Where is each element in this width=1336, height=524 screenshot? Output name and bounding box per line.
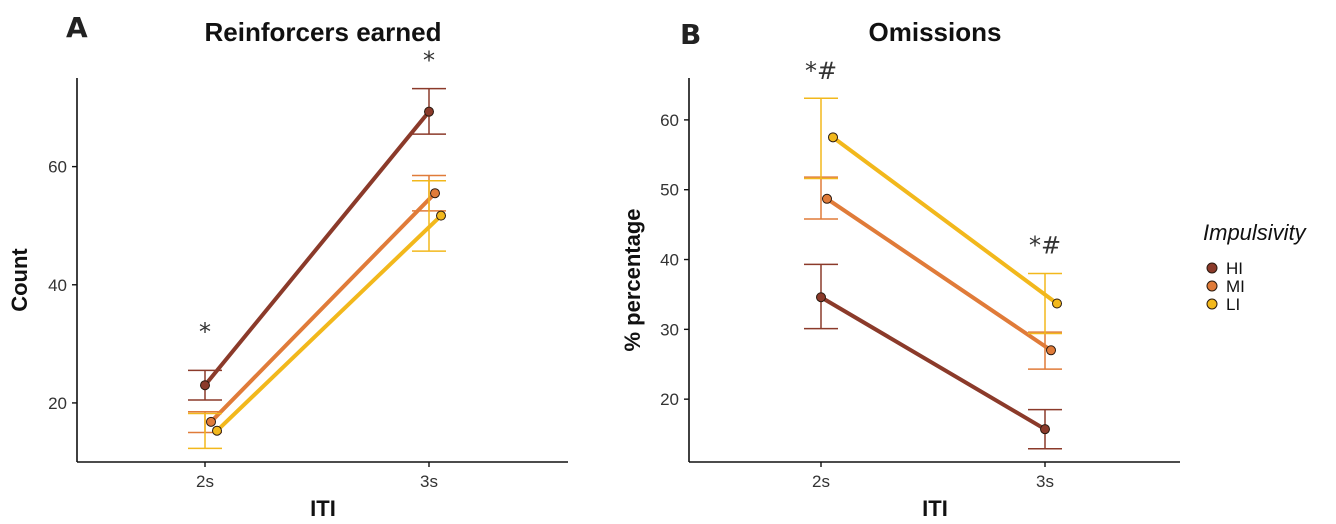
- panel-b-series-mi-point: [822, 193, 832, 204]
- panel-a-ytick-label: 20: [48, 394, 67, 413]
- panel-b-title: Omissions: [869, 17, 1002, 47]
- legend-label-li: LI: [1226, 295, 1240, 314]
- panel-b-significance-label: *#: [805, 57, 837, 85]
- panel-a-letter: A: [66, 11, 88, 44]
- panel-b-series-li-line: [831, 135, 1059, 306]
- panel-b-ytick-label: 60: [660, 111, 679, 130]
- panel-a-series-mi-line: [209, 191, 437, 424]
- panel-b-ytick-label: 30: [660, 320, 679, 339]
- panel-a-xlabel: ITI: [310, 496, 336, 521]
- panel-b-ylabel: % percentage: [620, 208, 645, 351]
- panel-a-series-hi-point: [200, 380, 210, 391]
- panel-a-plot: 20 40 60 2s 3s * *: [48, 46, 568, 491]
- panel-a-series-mi-point: [206, 416, 216, 427]
- panel-b-series-hi-point: [816, 292, 826, 303]
- legend-title: Impulsivity: [1203, 220, 1308, 245]
- panel-a-series-li-point: [436, 210, 446, 221]
- panel-a-series-hi-point: [424, 106, 434, 117]
- panel-a-ytick-label: 40: [48, 276, 67, 295]
- panel-b-xlabel: ITI: [922, 496, 948, 521]
- panel-b-significance-label: *#: [1029, 232, 1061, 260]
- panel-b-series-li-point: [828, 132, 838, 143]
- panel-a-series-li-line: [215, 213, 443, 433]
- panel-a-ylabel: Count: [7, 248, 32, 312]
- panel-b-series-hi-line: [819, 295, 1047, 432]
- legend-swatch-hi: [1206, 262, 1218, 274]
- panel-a-significance-label: *: [423, 46, 435, 74]
- panel-a-series-hi-line: [203, 109, 431, 388]
- panel-b-ytick-label: 50: [660, 181, 679, 200]
- panel-a-title: Reinforcers earned: [205, 17, 442, 47]
- panel-a-significance-label: *: [199, 318, 211, 346]
- panel-b-xtick-label: 2s: [812, 472, 830, 491]
- panel-a-series-li-point: [212, 425, 222, 436]
- legend-swatch-mi: [1206, 280, 1218, 292]
- panel-b-letter: B: [680, 18, 701, 51]
- panel-b-ytick-label: 40: [660, 251, 679, 270]
- panel-a-ytick-label: 60: [48, 158, 67, 177]
- panel-a-series-mi-point: [430, 188, 440, 199]
- panel-a-xtick-label: 2s: [196, 472, 214, 491]
- legend-swatch-li: [1206, 298, 1218, 310]
- panel-b-xtick-label: 3s: [1036, 472, 1054, 491]
- panel-b-series-mi-line: [825, 196, 1053, 353]
- legend: Impulsivity HI MI LI: [1203, 220, 1308, 314]
- panel-b-series-li-point: [1052, 298, 1062, 309]
- legend-label-mi: MI: [1226, 277, 1245, 296]
- panel-b-plot: 20 30 40 50 60 2s 3s *# *#: [660, 57, 1180, 491]
- panel-b-series-mi-point: [1046, 345, 1056, 356]
- panel-b-ytick-label: 20: [660, 390, 679, 409]
- panel-b-series-hi-point: [1040, 424, 1050, 435]
- panel-a-xtick-label: 3s: [420, 472, 438, 491]
- legend-label-hi: HI: [1226, 259, 1243, 278]
